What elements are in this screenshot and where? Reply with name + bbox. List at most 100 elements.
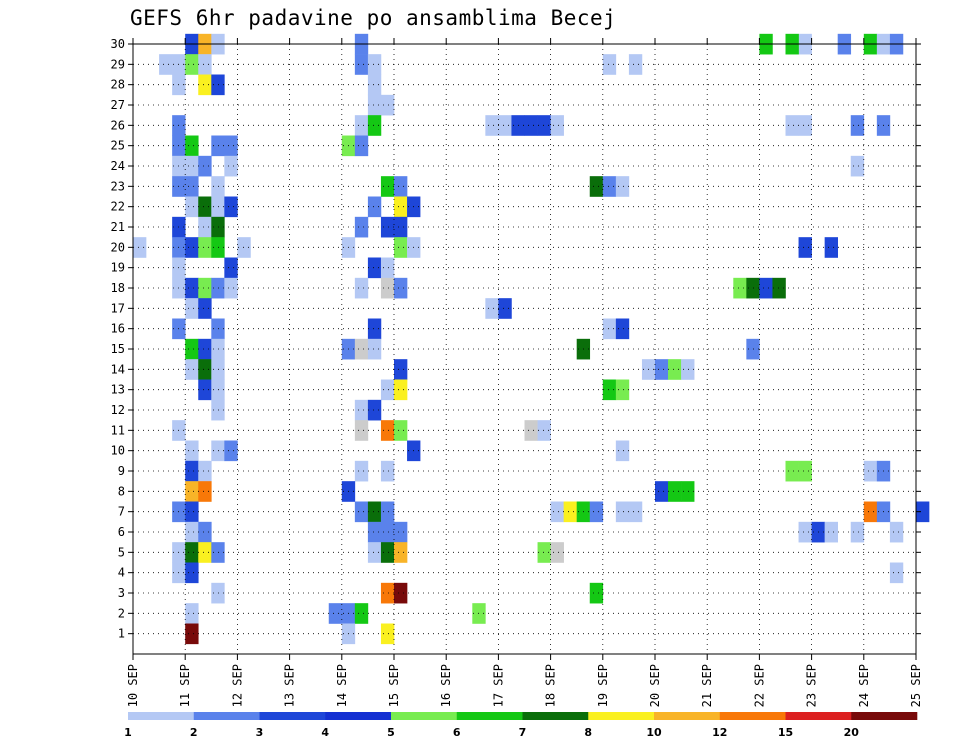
heatmap-cell — [394, 359, 408, 380]
heatmap-cell — [889, 562, 904, 584]
heatmap-cell — [367, 74, 382, 96]
heatmap-cell — [367, 115, 382, 136]
legend-label: 3 — [256, 726, 264, 739]
heatmap-cell — [211, 399, 225, 421]
heatmap-cell — [394, 216, 408, 238]
heatmap-cell — [211, 196, 225, 218]
heatmap-cell — [589, 176, 604, 197]
y-tick-label: 29 — [111, 57, 125, 71]
color-legend: 1 2 3 4 5 6 7 8 10 12 15 20 — [124, 712, 918, 739]
x-tick-label: 10 SEP — [126, 664, 140, 707]
heatmap-cell — [655, 481, 669, 502]
heatmap-cell — [367, 94, 382, 116]
x-tick-label: 12 SEP — [230, 664, 244, 707]
heatmap-cell — [380, 94, 395, 116]
y-tick-label: 22 — [111, 200, 125, 214]
heatmap-cell — [615, 176, 630, 197]
heatmap-cell — [537, 542, 551, 563]
legend-label: 5 — [387, 726, 395, 739]
x-tick-label: 19 SEP — [596, 664, 610, 707]
heatmap-cell — [367, 521, 382, 543]
heatmap-cell — [198, 237, 212, 258]
heatmap-cell — [367, 54, 382, 75]
y-tick-label: 15 — [111, 342, 125, 356]
heatmap-cell — [185, 542, 199, 563]
heatmap-cell — [367, 257, 382, 279]
legend-swatch — [391, 712, 458, 720]
heatmap-cell — [655, 359, 669, 380]
heatmap-cell — [668, 481, 682, 502]
heatmap-cell — [602, 176, 617, 197]
heatmap-cell — [798, 115, 812, 136]
y-tick-label: 17 — [111, 301, 125, 315]
heatmap-cell — [198, 155, 212, 177]
x-tick-label: 13 SEP — [283, 664, 297, 707]
legend-swatch — [851, 712, 918, 720]
heatmap-cell — [198, 298, 212, 319]
y-tick-label: 27 — [111, 98, 125, 112]
heatmap-cell — [224, 155, 238, 177]
heatmap-cell — [524, 420, 538, 441]
heatmap-cell — [380, 420, 395, 441]
heatmap-cell — [380, 501, 395, 523]
heatmap-cell — [198, 54, 212, 75]
heatmap-cell — [185, 135, 199, 157]
heatmap-cell — [211, 542, 225, 563]
x-tick-label: 25 SEP — [909, 664, 923, 707]
heatmap-cells — [133, 33, 930, 645]
heatmap-cell — [185, 338, 199, 360]
heatmap-cell — [211, 135, 225, 157]
heatmap-cell — [211, 176, 225, 197]
legend-label: 10 — [646, 726, 662, 739]
heatmap-cell — [354, 603, 369, 624]
heatmap-cell — [850, 155, 865, 177]
legend-swatch — [128, 712, 195, 720]
heatmap-cell — [354, 277, 369, 299]
heatmap-cell — [185, 562, 199, 584]
heatmap-cell — [185, 176, 199, 197]
heatmap-cell — [380, 379, 395, 401]
heatmap-cell — [367, 399, 382, 421]
heatmap-cell — [185, 359, 199, 380]
heatmap-cell — [785, 115, 799, 136]
y-tick-label: 12 — [111, 403, 125, 417]
x-tick-label: 16 SEP — [439, 664, 453, 707]
heatmap-cell — [198, 359, 212, 380]
heatmap-cell — [354, 399, 369, 421]
heatmap-cell — [237, 237, 251, 258]
legend-label: 20 — [844, 726, 860, 739]
heatmap-cell — [367, 338, 382, 360]
heatmap-cell — [850, 521, 865, 543]
y-tick-label: 26 — [111, 118, 125, 132]
y-tick-label: 16 — [111, 322, 125, 336]
legend-swatch — [719, 712, 786, 720]
heatmap-cell — [394, 521, 408, 543]
heatmap-cell — [380, 521, 395, 543]
heatmap-cell — [824, 521, 838, 543]
heatmap-cell — [224, 440, 238, 462]
legend-label: 2 — [190, 726, 198, 739]
heatmap-cell — [185, 54, 199, 75]
heatmap-cell — [380, 277, 395, 299]
y-tick-label: 5 — [118, 545, 125, 559]
x-tick-label: 23 SEP — [805, 664, 819, 707]
heatmap-cell — [681, 481, 695, 502]
heatmap-cell — [198, 216, 212, 238]
heatmap-cell — [198, 521, 212, 543]
heatmap-cell — [615, 379, 630, 401]
legend-swatch — [456, 712, 523, 720]
heatmap-cell — [211, 216, 225, 238]
legend-label: 1 — [124, 726, 132, 739]
heatmap-cell — [394, 420, 408, 441]
heatmap-cell — [367, 542, 382, 563]
y-tick-label: 3 — [118, 586, 125, 600]
heatmap-cell — [328, 603, 343, 624]
heatmap-cell — [628, 501, 643, 523]
heatmap-cell — [211, 338, 225, 360]
legend-label: 6 — [453, 726, 461, 739]
x-tick-label: 24 SEP — [857, 664, 871, 707]
y-tick-label: 19 — [111, 261, 125, 275]
y-tick-label: 30 — [111, 37, 125, 51]
heatmap-cell — [394, 196, 408, 218]
